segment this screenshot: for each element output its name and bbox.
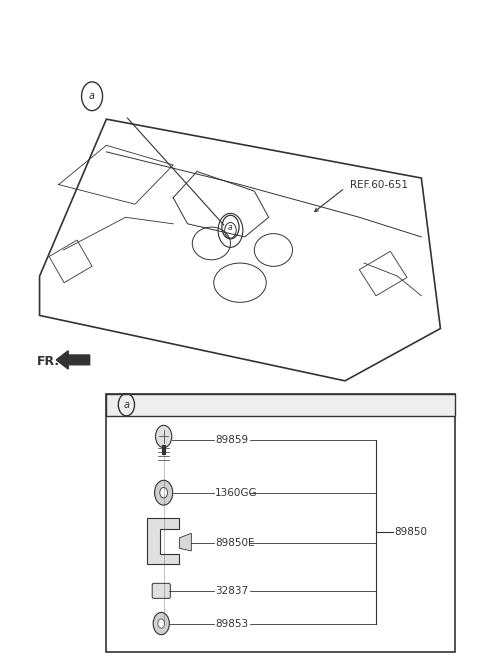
FancyArrow shape [56,351,90,369]
Polygon shape [180,533,192,551]
Circle shape [158,619,165,628]
Text: 1360GG: 1360GG [215,487,258,498]
Bar [107,394,455,652]
Text: 89850E: 89850E [215,538,255,548]
Circle shape [155,480,173,505]
Bar [107,394,455,415]
Text: REF.60-651: REF.60-651 [350,179,408,190]
Text: FR.: FR. [37,355,60,368]
Circle shape [160,487,168,498]
Text: 89850: 89850 [394,527,427,537]
Circle shape [153,612,169,635]
Text: 89859: 89859 [215,436,248,445]
Text: a: a [228,223,233,232]
Polygon shape [147,518,180,564]
Circle shape [156,425,172,447]
Text: 89853: 89853 [215,618,248,629]
FancyBboxPatch shape [152,583,170,599]
Text: a: a [89,91,95,101]
Text: a: a [123,399,130,410]
Text: 32837: 32837 [215,586,248,596]
